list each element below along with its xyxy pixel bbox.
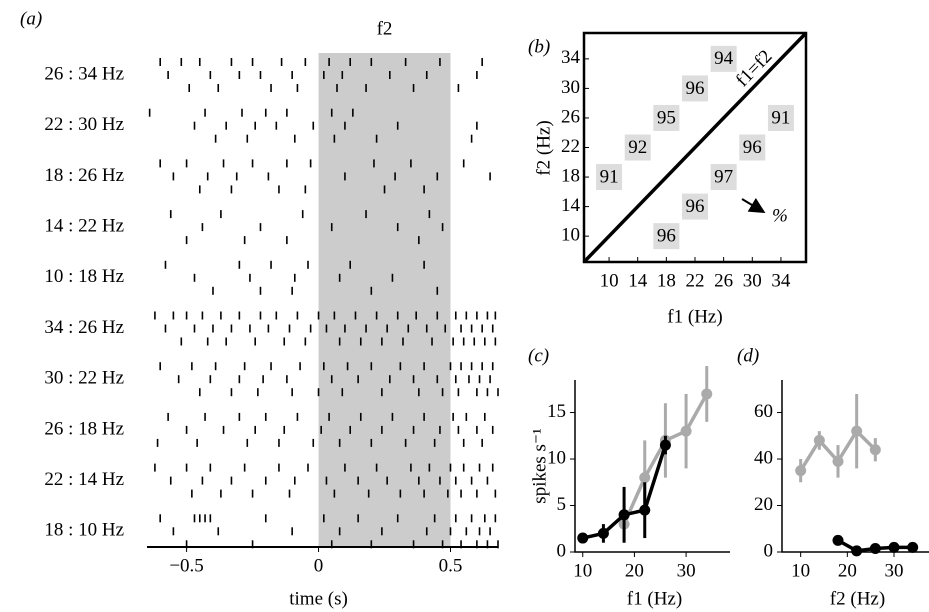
panel-label: (d) [737,345,759,366]
cell [653,223,680,250]
y-tick-label: 40 [754,447,773,468]
cell [710,45,737,72]
cell-label: 96 [743,137,762,158]
cell [682,75,708,102]
x-tick-label: 26 [714,270,733,291]
cell [767,104,794,131]
condition-label: 18 : 10 Hz [44,520,124,541]
y-tick-label: 60 [754,401,773,422]
cell [710,164,737,191]
point [888,541,900,553]
y-tick-label: 22 [561,136,580,157]
arrow [741,197,766,214]
x-tick-label: 30 [743,270,762,291]
x-axis-label: f2 (Hz) [830,588,885,609]
x-tick-label: 0.5 [439,555,463,576]
condition-label: 14 : 22 Hz [44,215,124,236]
cell [653,104,680,131]
cell-label: 91 [771,107,790,128]
cell [596,164,623,191]
stimulus-period [318,53,451,547]
cell-label: 96 [686,196,705,217]
point [832,455,844,467]
point [795,465,807,477]
point [680,425,692,437]
point [639,504,651,516]
x-axis-label: f1 (Hz) [627,588,682,609]
y-tick-label: 15 [547,401,566,422]
x-tick-label: 30 [885,560,904,581]
y-tick-label: 26 [561,106,580,127]
x-axis-label: f1 (Hz) [667,306,722,327]
y-tick-label: 30 [561,77,580,98]
point [618,509,630,521]
point [659,439,671,451]
y-tick-label: 14 [561,195,581,216]
y-axis-label: f2 (Hz) [533,120,554,175]
cell-label: 97 [714,166,733,187]
cell [682,193,708,220]
point [851,545,863,557]
cell-label: 91 [600,166,619,187]
cell-label: 96 [686,78,705,99]
x-tick-label: 18 [657,270,676,291]
condition-label: 22 : 14 Hz [44,469,124,490]
condition-label: 34 : 26 Hz [44,317,124,338]
point [832,534,844,546]
point [907,541,919,553]
x-tick-label: 10 [791,560,810,581]
condition-label: 30 : 22 Hz [44,368,124,389]
condition-label: 26 : 34 Hz [44,63,124,84]
y-tick-label: 34 [561,47,581,68]
point [701,388,713,400]
x-tick-label: 14 [628,270,648,291]
annotation: % [772,205,788,226]
x-tick-label: 10 [573,560,592,581]
diagonal [582,31,808,264]
x-tick-label: 34 [771,270,791,291]
y-tick-label: 10 [547,447,566,468]
x-tick-label: 30 [677,560,696,581]
condition-label: 10 : 18 Hz [44,266,124,287]
condition-label: 18 : 26 Hz [44,165,124,186]
x-tick-label: 22 [686,270,705,291]
x-tick-label: 20 [625,560,644,581]
point [597,527,609,539]
x-tick-label: 20 [838,560,857,581]
point [869,444,881,456]
x-tick-label: −0.5 [169,555,203,576]
y-tick-label: 18 [561,165,580,186]
y-tick-label: 20 [754,494,773,515]
condition-label: 26 : 18 Hz [44,418,124,439]
cell-label: 94 [714,48,734,69]
point [577,532,589,544]
panel-label: (a) [20,8,42,29]
cell-label: 95 [657,107,676,128]
cell-label: 96 [657,226,676,247]
cell [739,134,766,161]
y-axis-label: spikes s⁻¹ [529,428,550,504]
x-tick-label: 0 [314,555,324,576]
point [851,425,863,437]
y-tick-label: 5 [557,494,567,515]
cell-label: 92 [628,137,647,158]
x-axis-label: time (s) [289,588,348,609]
panel-label: (c) [528,345,549,366]
cell [624,134,651,161]
y-tick-label: 10 [561,225,580,246]
stimulus-label: f2 [377,18,393,39]
x-tick-label: 10 [600,270,619,291]
y-tick-label: 0 [557,540,567,561]
point [813,434,825,446]
y-tick-label: 0 [764,540,774,561]
point [639,472,651,484]
panel-label: (b) [528,36,550,57]
condition-label: 22 : 30 Hz [44,114,124,135]
